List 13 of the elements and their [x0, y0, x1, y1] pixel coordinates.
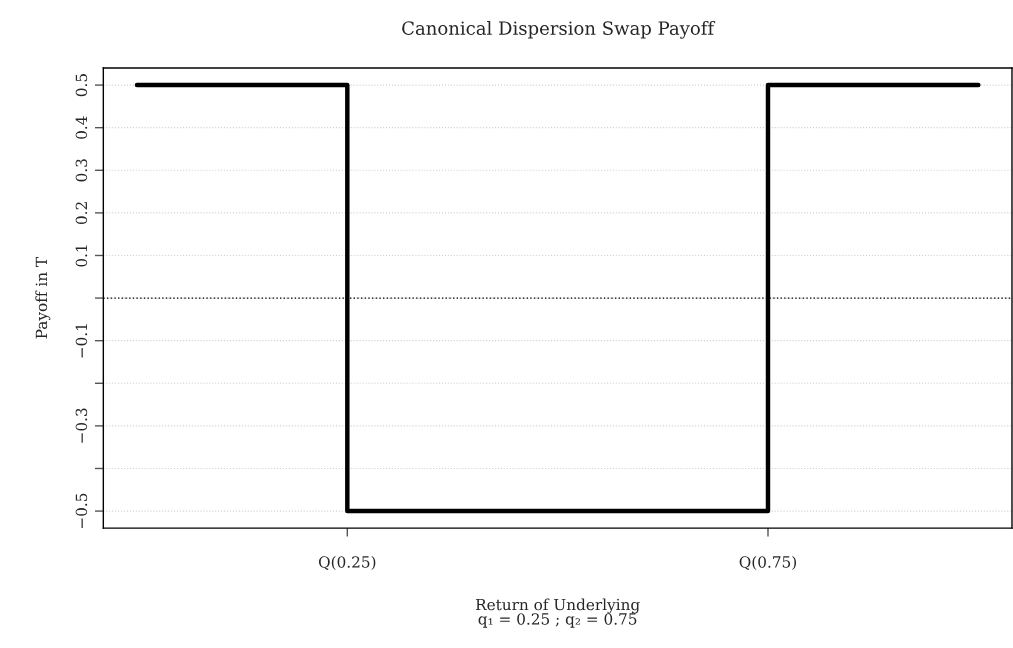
y-tick-label: 0.3	[75, 159, 88, 182]
y-tick-label: 0.2	[75, 202, 88, 225]
y-tick-label: 0.4	[75, 116, 88, 139]
y-axis-title: Payoff in T	[35, 257, 51, 339]
y-tick-label: −0.1	[75, 324, 88, 358]
x-tick-label: Q(0.25)	[318, 555, 376, 570]
y-tick-label: 0.1	[75, 245, 88, 267]
y-tick-label: −0.3	[75, 408, 88, 443]
x-axis-title: Return of Underlying q₁ = 0.25 ; q₂ = 0.75	[475, 598, 640, 628]
y-tick-label: −0.5	[75, 493, 88, 529]
y-tick-label: 0.5	[75, 74, 88, 97]
chart-title: Canonical Dispersion Swap Payoff	[402, 20, 716, 39]
x-tick-label: Q(0.75)	[739, 555, 797, 570]
